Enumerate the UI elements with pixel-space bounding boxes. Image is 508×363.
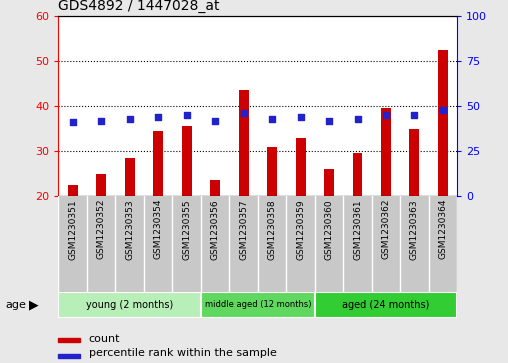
Bar [239,90,248,196]
Bar [324,169,334,196]
Bar [182,126,192,196]
Bar [96,174,106,196]
Point [439,107,447,113]
Bar [201,292,315,318]
Point [125,116,134,122]
Bar [267,147,277,196]
Text: GSM1230360: GSM1230360 [325,199,334,260]
Bar [58,292,201,318]
Point [97,118,105,123]
Text: GSM1230361: GSM1230361 [353,199,362,260]
Point [382,112,390,118]
Text: GSM1230364: GSM1230364 [438,199,448,260]
Text: percentile rank within the sample: percentile rank within the sample [88,348,276,359]
Point [410,112,419,118]
Text: GSM1230359: GSM1230359 [296,199,305,260]
Bar [438,50,448,196]
Point [211,118,219,123]
Text: GSM1230362: GSM1230362 [382,199,391,260]
Bar [124,158,135,196]
Text: ▶: ▶ [29,298,39,311]
Bar [381,109,391,196]
Bar [68,185,78,196]
Bar [58,354,80,358]
Bar [353,153,363,196]
Text: GSM1230358: GSM1230358 [268,199,276,260]
Bar [153,131,163,196]
Text: age: age [5,300,26,310]
Point [154,114,162,120]
Point [239,110,247,116]
Text: GSM1230363: GSM1230363 [410,199,419,260]
Bar [210,180,220,196]
Bar [315,292,457,318]
Text: GSM1230353: GSM1230353 [125,199,134,260]
Text: count: count [88,334,120,344]
Text: GDS4892 / 1447028_at: GDS4892 / 1447028_at [58,0,220,13]
Point [325,118,333,123]
Text: aged (24 months): aged (24 months) [342,300,430,310]
Text: GSM1230354: GSM1230354 [153,199,163,260]
Bar [58,338,80,342]
Text: GSM1230351: GSM1230351 [68,199,77,260]
Text: GSM1230357: GSM1230357 [239,199,248,260]
Text: middle aged (12 months): middle aged (12 months) [205,301,311,309]
Text: young (2 months): young (2 months) [86,300,173,310]
Point [69,119,77,125]
Point [268,116,276,122]
Text: GSM1230356: GSM1230356 [211,199,219,260]
Bar [409,129,420,196]
Text: GSM1230352: GSM1230352 [97,199,106,260]
Bar [296,138,305,196]
Point [354,116,362,122]
Point [182,112,190,118]
Point [297,114,305,120]
Text: GSM1230355: GSM1230355 [182,199,191,260]
